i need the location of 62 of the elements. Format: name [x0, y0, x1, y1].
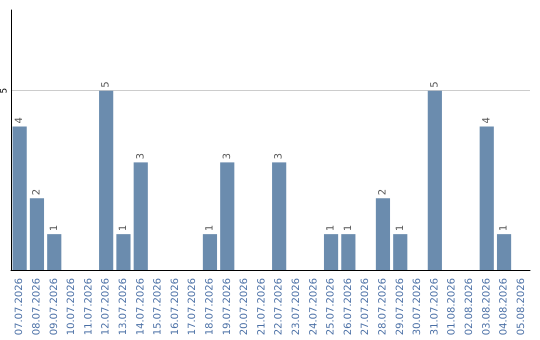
bar: [134, 162, 148, 270]
x-tick-label: 22.07.2026: [274, 278, 285, 336]
x-tick-label: 18.07.2026: [204, 278, 216, 336]
data-label: 2: [377, 188, 388, 196]
bar: [99, 90, 114, 270]
x-tick-label: 13.07.2026: [118, 278, 129, 336]
data-label: 1: [48, 224, 60, 232]
data-label: 5: [429, 81, 440, 88]
data-label: 1: [342, 224, 354, 232]
x-tick-label: 30.07.2026: [412, 278, 424, 336]
data-label: 3: [222, 153, 233, 160]
x-tick-label: 10.07.2026: [66, 278, 78, 336]
data-label: 1: [394, 224, 406, 232]
data-label: 3: [135, 153, 146, 160]
x-tick-label: 02.08.2026: [464, 278, 475, 336]
bar: [116, 234, 131, 270]
data-label: 4: [14, 117, 26, 124]
x-tick-label: 28.07.2026: [377, 278, 388, 336]
x-tick-label: 11.07.2026: [83, 278, 94, 336]
x-tick-label: 21.07.2026: [256, 278, 268, 336]
x-tick-label: 17.07.2026: [187, 278, 198, 336]
x-tick-label: 23.07.2026: [290, 278, 302, 336]
x-tick-label: 05.08.2026: [516, 278, 527, 336]
bar: [220, 162, 234, 270]
bar: [480, 126, 494, 270]
bar: [272, 162, 286, 270]
x-tick-label: 15.07.2026: [152, 278, 164, 336]
bar: [393, 234, 408, 270]
x-tick-label: 04.08.2026: [498, 278, 510, 336]
data-label: 3: [274, 153, 285, 160]
data-label: 1: [204, 224, 216, 232]
x-tick-label: 27.07.2026: [360, 278, 372, 336]
bar: [496, 234, 512, 270]
data-label: 1: [326, 224, 337, 232]
data-label: 1: [118, 224, 129, 232]
data-label: 1: [498, 224, 510, 232]
data-label: 2: [31, 188, 42, 196]
data-label: 5: [100, 81, 112, 88]
x-tick-label: 07.07.2026: [14, 278, 26, 336]
bar: [47, 234, 62, 270]
bar: [324, 234, 338, 270]
x-tick-label: 31.07.2026: [429, 278, 440, 336]
x-tick-label: 24.07.2026: [308, 278, 320, 336]
data-label: 4: [481, 117, 492, 124]
bar: [376, 198, 390, 270]
bar: [428, 90, 442, 270]
bar: [30, 198, 44, 270]
x-tick-label: 14.07.2026: [135, 278, 146, 336]
bar: [12, 126, 27, 270]
x-tick-label: 29.07.2026: [394, 278, 406, 336]
x-tick-label: 19.07.2026: [222, 278, 233, 336]
x-tick-label: 20.07.2026: [239, 278, 250, 336]
x-tick-label: 16.07.2026: [170, 278, 181, 336]
x-tick-label: 09.07.2026: [48, 278, 60, 336]
x-tick-label: 12.07.2026: [100, 278, 112, 336]
x-tick-label: 26.07.2026: [342, 278, 354, 336]
x-tick-label: 25.07.2026: [326, 278, 337, 336]
x-tick-label: 03.08.2026: [481, 278, 492, 336]
x-tick-label: 01.08.2026: [446, 278, 458, 336]
bar: [202, 234, 218, 270]
bar: [341, 234, 356, 270]
x-tick-label: 08.07.2026: [31, 278, 42, 336]
